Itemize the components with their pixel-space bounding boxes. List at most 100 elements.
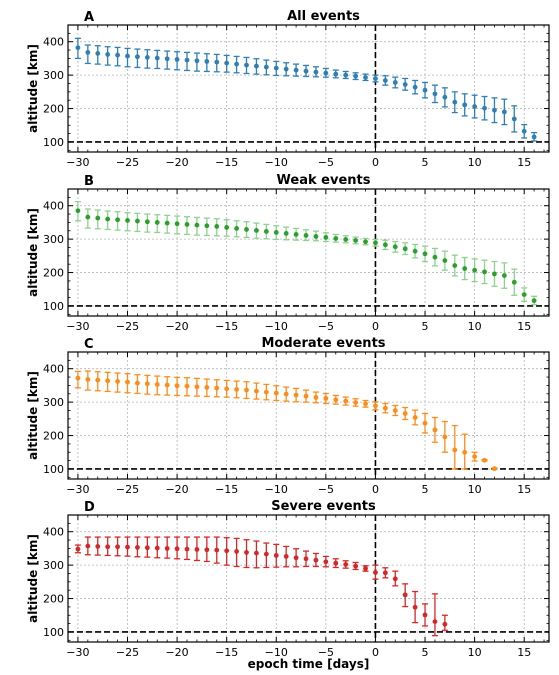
data-marker [184,57,190,63]
data-point [402,77,409,91]
data-marker [293,555,299,561]
data-marker [353,400,359,405]
x-tick-label: −10 [265,156,288,169]
x-tick-label: 5 [422,483,429,496]
data-point [94,45,101,65]
data-marker [343,398,349,404]
panel-a: −30 −25 −20 −15 −10 −5 0 5 10 15 100 200 300 400 All e… [26,9,550,169]
x-tick-label: 0 [372,646,379,659]
data-point [104,46,111,66]
data-point [233,537,240,568]
data-marker [144,219,150,225]
data-point [392,240,399,253]
data-point [273,225,280,241]
data-point [223,54,230,73]
data-marker [353,563,359,569]
data-marker [462,266,468,271]
x-tick-label: −30 [66,320,89,333]
data-marker [492,107,497,113]
data-marker [273,230,279,235]
data-point [203,217,210,237]
data-marker [115,52,120,58]
data-point [233,380,240,399]
data-point [154,49,161,70]
data-marker [154,545,160,551]
data-point [174,536,181,560]
data-marker [125,379,130,385]
data-marker [273,390,279,396]
data-point [422,81,429,99]
data-point [273,543,280,568]
data-marker [194,222,200,228]
data-marker [501,273,507,278]
data-marker [85,377,91,382]
data-point [332,394,339,405]
data-marker [442,94,448,100]
panel-title: Severe events [271,499,376,514]
data-point [213,53,220,73]
data-marker [353,238,359,243]
data-marker [323,235,329,240]
data-point [94,371,101,392]
data-point [174,51,181,71]
panel-b: −30 −25 −20 −15 −10 −5 0 5 10 15 100 200 300 400 Weak … [26,173,550,333]
data-marker [333,71,339,77]
data-marker [144,545,150,551]
data-point [174,376,181,397]
data-point [422,245,429,263]
x-tick-label: −5 [318,483,334,496]
data-point [164,376,171,396]
data-point [213,536,220,564]
data-marker [174,383,180,389]
data-marker [511,279,517,285]
x-axis-label: epoch time [days] [248,657,370,671]
data-marker [214,385,220,391]
data-point [213,379,220,398]
data-marker [382,242,388,248]
data-marker [254,228,259,233]
plot-area [68,515,549,642]
data-marker [452,447,458,453]
data-point [233,220,240,238]
y-tick-label: 300 [43,559,64,572]
data-point [431,247,438,267]
panel-letter: A [84,10,94,25]
data-marker [194,547,200,552]
data-point [461,433,468,470]
data-marker [184,222,190,227]
data-point [293,548,300,568]
data-point [154,375,161,396]
data-marker [85,214,91,220]
data-marker [273,553,279,558]
data-marker [95,215,101,221]
x-tick-label: −25 [116,320,139,333]
data-marker [482,457,487,463]
data-marker [402,246,408,252]
data-marker [382,78,388,83]
data-point [372,564,379,580]
data-point [144,49,151,69]
data-point [303,64,310,78]
data-point [362,73,369,82]
data-marker [135,54,140,60]
data-marker [144,381,150,387]
axes-frame [67,188,550,317]
data-marker [293,392,299,398]
data-point [531,131,538,142]
data-point [431,593,438,637]
data-marker [254,63,259,69]
data-marker [412,415,418,420]
data-marker [115,217,120,223]
panel-title: Moderate events [261,336,385,351]
data-marker [263,551,269,557]
data-marker [224,548,230,554]
data-marker [373,403,378,409]
data-marker [224,225,230,230]
data-marker [115,544,120,550]
x-tick-label: 10 [468,483,482,496]
data-point [203,53,210,73]
data-point [382,75,389,86]
data-marker [283,66,289,72]
data-point [312,391,319,404]
data-point [263,223,270,240]
